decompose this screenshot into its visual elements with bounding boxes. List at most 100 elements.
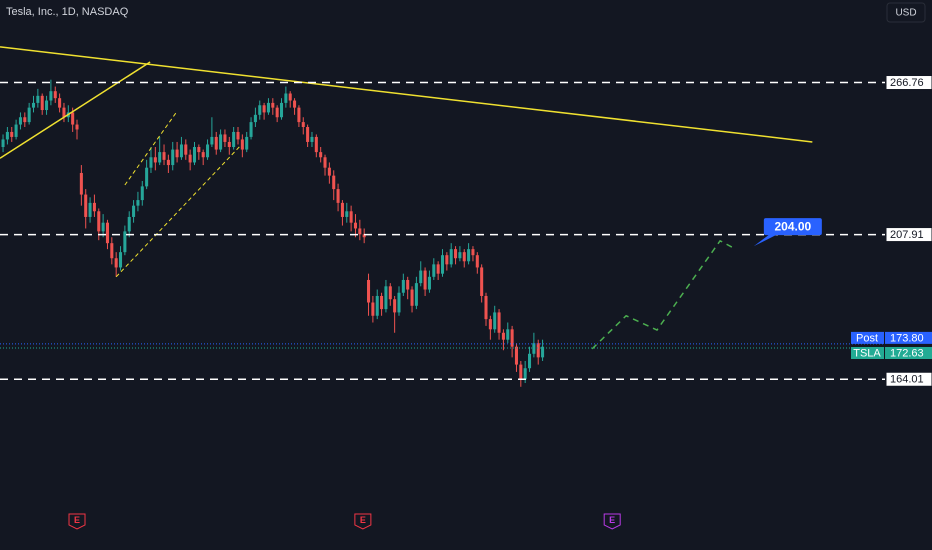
candle-body xyxy=(471,249,475,256)
candle-body xyxy=(323,157,327,168)
candle-body xyxy=(232,131,236,148)
level-label-box xyxy=(885,371,932,387)
event-label: E xyxy=(360,515,366,525)
candle-body xyxy=(536,343,540,358)
candle-body xyxy=(158,152,162,163)
event-label: E xyxy=(609,515,615,525)
candle-body xyxy=(332,175,336,190)
marker-value: 172.63 xyxy=(890,347,924,359)
candle-body xyxy=(327,167,331,176)
candle-body xyxy=(31,102,36,108)
candle-body xyxy=(510,329,514,347)
candle-body xyxy=(358,228,362,235)
candle-body xyxy=(440,255,445,274)
candle-body xyxy=(14,124,18,137)
candle-body xyxy=(149,157,153,168)
candle-body xyxy=(227,141,231,148)
target-box xyxy=(763,218,822,236)
candle-body xyxy=(410,289,414,306)
candle-body xyxy=(140,186,144,201)
candle-body xyxy=(271,102,275,108)
candle-body xyxy=(397,292,401,313)
candle-body xyxy=(514,346,518,365)
candle-body xyxy=(414,283,418,306)
currency-label[interactable]: USD xyxy=(895,8,916,19)
candle-body xyxy=(188,154,192,163)
marker-value-box xyxy=(885,347,932,360)
candle-body xyxy=(75,124,79,130)
candle-body xyxy=(475,255,479,268)
event-marker xyxy=(68,513,86,530)
candle-body xyxy=(523,368,527,380)
candle-body xyxy=(301,122,305,128)
level-label: 164.01 xyxy=(890,374,924,386)
marker-name-box xyxy=(851,347,884,360)
candle-body xyxy=(201,152,205,158)
candle-body xyxy=(40,95,44,111)
candle-body xyxy=(393,299,397,313)
level-label-box xyxy=(885,75,932,91)
trendline xyxy=(0,61,151,159)
candle-body xyxy=(349,211,353,223)
candle-body xyxy=(406,279,410,290)
candle-body xyxy=(145,167,149,187)
candle-body xyxy=(367,279,371,303)
candle-body xyxy=(275,107,279,118)
candle-body xyxy=(362,234,366,238)
trendline xyxy=(115,145,241,278)
candle-body xyxy=(119,252,123,268)
candle-body xyxy=(79,172,83,195)
candle-body xyxy=(5,131,9,140)
candle-body xyxy=(467,249,471,262)
candle-body xyxy=(419,270,423,284)
candle-body xyxy=(527,353,532,369)
target-pointer xyxy=(753,234,778,247)
marker-value-box xyxy=(885,331,932,344)
currency-button[interactable] xyxy=(886,2,926,23)
candle-body xyxy=(18,117,22,125)
candle-body xyxy=(310,136,314,142)
candle-body xyxy=(53,91,57,99)
candle-body xyxy=(480,267,484,296)
target-label: 204.00 xyxy=(774,219,811,233)
candle-body xyxy=(484,295,488,320)
candle-body xyxy=(58,98,62,108)
candle-body xyxy=(127,216,131,232)
candle-body xyxy=(288,93,292,101)
candle-body xyxy=(162,152,166,160)
candle-body xyxy=(314,136,318,153)
candle-body xyxy=(223,134,227,142)
event-marker xyxy=(603,513,621,530)
candle-body xyxy=(388,286,392,300)
candle-body xyxy=(123,231,127,253)
candle-body xyxy=(171,149,175,166)
candle-body xyxy=(214,136,218,150)
candle-body xyxy=(293,100,297,108)
candle-body xyxy=(97,211,101,232)
candle-body xyxy=(179,144,183,158)
candle-body xyxy=(454,249,458,259)
candle-body xyxy=(210,136,214,145)
candle-body xyxy=(166,159,170,166)
candle-body xyxy=(219,134,223,150)
candle-body xyxy=(279,102,284,118)
candle-body xyxy=(458,252,462,259)
candle-body xyxy=(497,312,501,333)
candle-body xyxy=(306,127,310,142)
trendline xyxy=(0,46,813,143)
candle-body xyxy=(266,102,270,113)
candle-body xyxy=(449,249,453,265)
marker-name: TSLA xyxy=(853,347,881,359)
candle-body xyxy=(92,202,96,212)
event-label: E xyxy=(74,515,80,525)
candle-body xyxy=(423,270,427,290)
candle-body xyxy=(245,136,249,150)
candle-body xyxy=(114,258,118,268)
candle-body xyxy=(45,100,49,111)
candle-body xyxy=(432,264,436,277)
candle-body xyxy=(380,295,384,310)
axis: 266.76 207.91 164.01 Post 173.80 TSLA 172.63 xyxy=(851,75,932,387)
